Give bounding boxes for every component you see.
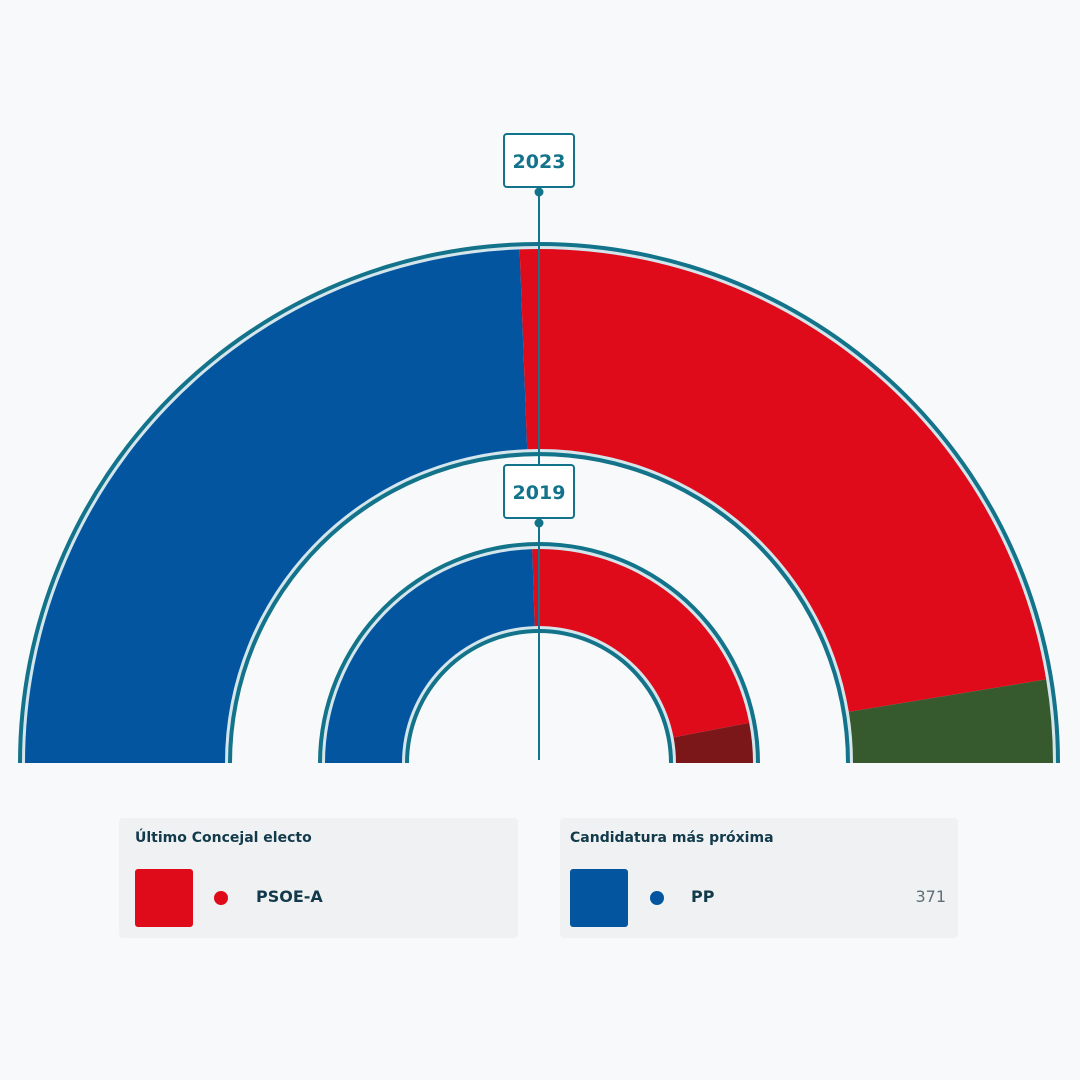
year-label-2023: 2023 bbox=[513, 151, 566, 173]
segment-2019-pp bbox=[325, 549, 535, 763]
next-candidate-title: Candidatura más próxima bbox=[570, 830, 774, 846]
next-candidate-party: PP bbox=[691, 887, 715, 906]
segment-2019-psoe-a bbox=[532, 549, 750, 738]
segment-2023-psoe-a bbox=[519, 248, 1047, 712]
segment-2023-other-2 bbox=[848, 679, 1053, 763]
year-marker-dot-2019 bbox=[534, 518, 544, 528]
year-label-2019: 2019 bbox=[513, 482, 566, 504]
last-elected-color-swatch bbox=[135, 869, 193, 927]
year-marker-dot-2023 bbox=[534, 187, 544, 197]
hemicycle-chart: 2023 2019 bbox=[18, 133, 1060, 763]
next-candidate-color-swatch bbox=[570, 869, 628, 927]
next-candidate-card: Candidatura más próxima PP 371 bbox=[560, 818, 958, 938]
year-label-box-2019 bbox=[503, 464, 575, 519]
last-elected-card: Último Concejal electo PSOE-A bbox=[119, 818, 518, 938]
segment-2023-pp bbox=[25, 249, 528, 763]
last-elected-party-dot bbox=[214, 891, 228, 905]
last-elected-title: Último Concejal electo bbox=[135, 830, 312, 846]
last-elected-party: PSOE-A bbox=[256, 887, 323, 906]
segment-2019-other-2 bbox=[673, 722, 753, 763]
year-label-box-2023 bbox=[503, 133, 575, 188]
next-candidate-votes: 371 bbox=[915, 887, 946, 906]
next-candidate-party-dot bbox=[650, 891, 664, 905]
